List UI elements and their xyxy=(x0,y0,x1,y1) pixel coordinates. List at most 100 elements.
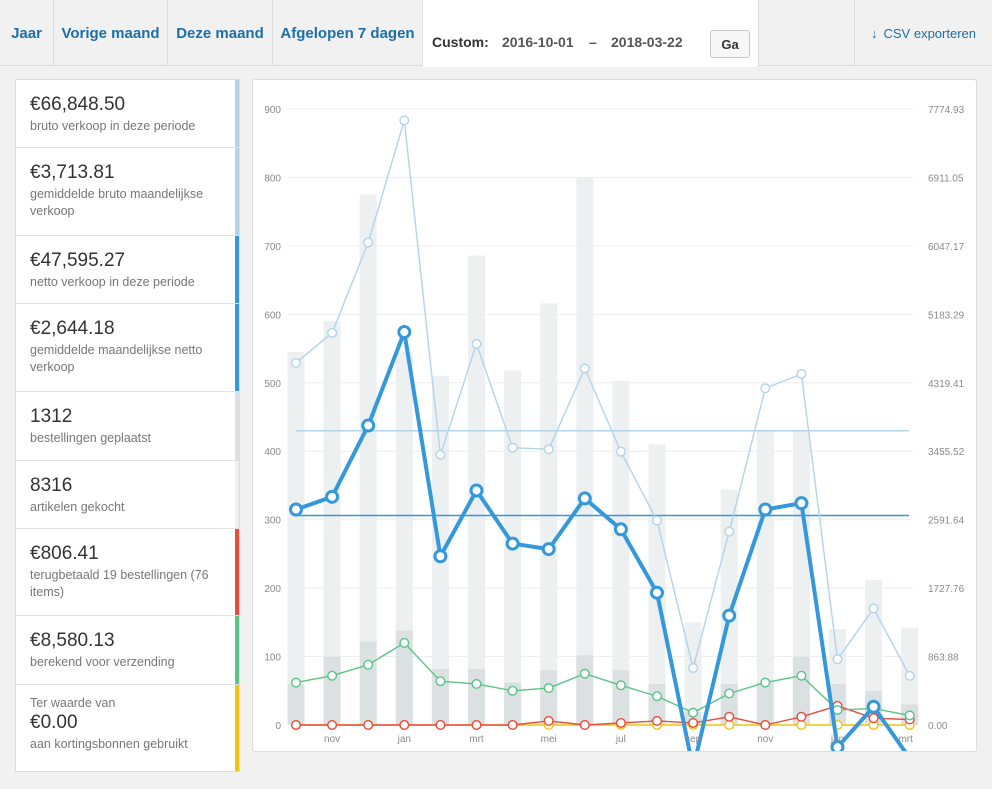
y-left-tick-label: 900 xyxy=(264,105,281,116)
bar-items xyxy=(323,321,341,725)
data-point xyxy=(435,676,446,687)
download-arrow-icon: ↓ xyxy=(871,25,878,41)
x-tick-label: mrt xyxy=(469,734,484,745)
sales-chart: 0 100 200 300 400 500 600 700 800 900 0.00 863.88 17… xyxy=(264,105,965,751)
data-point xyxy=(397,325,412,340)
custom-label: Custom: xyxy=(432,34,489,50)
data-point xyxy=(904,670,915,681)
data-point xyxy=(289,502,303,517)
bar-items xyxy=(612,380,630,725)
data-point xyxy=(688,717,699,728)
legend-desc: artikelen gekocht xyxy=(30,500,125,514)
data-point xyxy=(796,720,807,731)
bar-items xyxy=(287,351,305,725)
tab-vorige-maand[interactable]: Vorige maand xyxy=(54,0,168,66)
data-point xyxy=(724,688,735,699)
chart-panel: 0 100 200 300 400 500 600 700 800 900 0.00 863.88 17… xyxy=(252,79,977,752)
go-button[interactable]: Ga xyxy=(710,30,750,58)
data-point xyxy=(471,338,482,349)
legend-value: €2,644.18 xyxy=(30,318,115,339)
data-point xyxy=(832,704,843,715)
data-point xyxy=(830,740,845,751)
data-point xyxy=(650,585,664,600)
bar-orders xyxy=(612,670,630,725)
data-point xyxy=(399,720,410,731)
data-point xyxy=(505,536,520,551)
legend-value: €3,713.81 xyxy=(30,162,115,183)
bar-orders xyxy=(395,630,413,725)
data-point xyxy=(577,491,592,506)
data-point xyxy=(615,680,626,691)
bar-orders xyxy=(468,668,485,725)
y-left-tick-label: 500 xyxy=(264,379,281,390)
legend-coupons[interactable]: Ter waarde van €0.00 aan kortingsbonnen … xyxy=(16,685,239,771)
y-right-tick-label: 6047.17 xyxy=(928,242,965,253)
csv-export-button[interactable]: ↓ CSV exporteren xyxy=(854,0,992,66)
data-point xyxy=(652,715,663,726)
tab-afgelopen-7-dagen[interactable]: Afgelopen 7 dagen xyxy=(273,0,423,66)
y-right-tick-label: 1727.76 xyxy=(928,584,965,595)
y-right-tick-label: 863.88 xyxy=(928,653,959,664)
data-point xyxy=(688,707,699,718)
data-point xyxy=(868,713,879,724)
data-point xyxy=(866,699,881,714)
bar-orders xyxy=(323,656,341,725)
data-point xyxy=(724,711,735,722)
bar-orders xyxy=(540,670,558,725)
y-right-tick-label: 0.00 xyxy=(928,721,948,732)
x-tick-label: nov xyxy=(757,734,773,745)
legend-color-bar xyxy=(235,685,239,771)
tab-jaar[interactable]: Jaar xyxy=(0,0,54,66)
data-point xyxy=(724,526,735,537)
legend-net-sales[interactable]: €47,595.27 netto verkoop in deze periode xyxy=(16,236,239,304)
legend-avg-gross-sales[interactable]: €3,713.81 gemiddelde bruto maandelijkse … xyxy=(16,148,239,236)
data-point xyxy=(579,720,590,731)
bar-orders xyxy=(756,682,774,725)
series-line xyxy=(295,330,908,751)
legend-color-bar xyxy=(235,529,239,615)
data-point xyxy=(615,717,626,728)
legend-avg-net-sales[interactable]: €2,644.18 gemiddelde maandelijkse netto … xyxy=(16,304,239,392)
legend-desc: bestellingen geplaatst xyxy=(30,431,151,445)
y-right-tick-label: 6911.05 xyxy=(928,173,964,184)
data-point xyxy=(760,720,771,731)
bar-orders xyxy=(287,683,305,725)
legend-color-bar xyxy=(235,461,239,528)
bar-orders xyxy=(359,641,377,725)
data-point xyxy=(832,654,843,665)
data-point xyxy=(399,115,410,126)
start-date-input[interactable]: 2016-10-01 xyxy=(502,34,574,50)
legend-shipping[interactable]: €8,580.13 berekend voor verzending xyxy=(16,616,239,685)
data-point xyxy=(579,668,590,679)
legend-color-bar xyxy=(235,236,239,303)
data-point xyxy=(796,369,807,380)
data-point xyxy=(541,542,556,557)
data-point xyxy=(361,418,376,433)
x-tick-label: jan xyxy=(830,734,844,745)
legend-items[interactable]: 8316 artikelen gekocht xyxy=(16,461,239,529)
data-point xyxy=(435,720,446,731)
x-tick-label: nov xyxy=(324,734,340,745)
data-point xyxy=(327,670,338,681)
series-line xyxy=(296,705,910,726)
y-right-tick-label: 3455.52 xyxy=(928,447,965,458)
legend-color-bar xyxy=(235,304,239,391)
data-point xyxy=(543,715,554,726)
legend-desc: gemiddelde bruto maandelijkse verkoop xyxy=(30,187,204,218)
legend-refunds[interactable]: €806.41 terugbetaald 19 bestellingen (76… xyxy=(16,529,239,616)
data-point xyxy=(291,720,302,731)
data-point xyxy=(579,363,590,374)
data-point xyxy=(722,608,737,623)
data-point xyxy=(435,449,446,460)
x-tick-label: mrt xyxy=(898,734,913,745)
tab-deze-maand[interactable]: Deze maand xyxy=(168,0,273,66)
bar-orders xyxy=(576,655,594,725)
end-date-input[interactable]: 2018-03-22 xyxy=(611,34,683,50)
legend-orders[interactable]: 1312 bestellingen geplaatst xyxy=(16,392,239,461)
y-left-tick-label: 700 xyxy=(264,242,281,253)
data-point xyxy=(613,522,628,537)
data-point xyxy=(363,237,374,248)
legend-desc: gemiddelde maandelijkse netto verkoop xyxy=(30,343,203,374)
legend-gross-sales[interactable]: €66,848.50 bruto verkoop in deze periode xyxy=(16,80,239,148)
data-point xyxy=(507,685,518,696)
